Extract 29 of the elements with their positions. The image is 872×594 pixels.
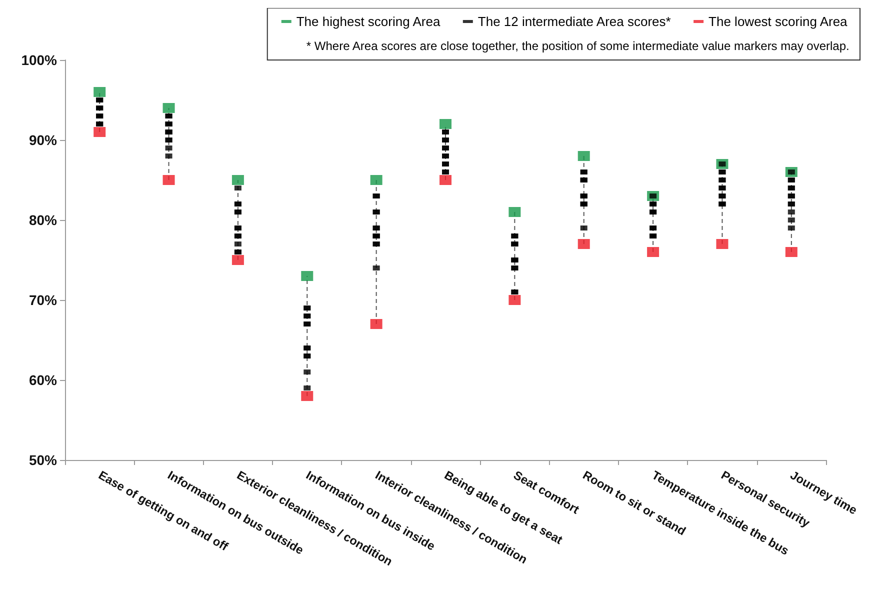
point	[440, 119, 452, 129]
y-tick-label: 100%	[21, 52, 58, 68]
point	[578, 151, 590, 161]
legend-label: The highest scoring Area	[296, 14, 441, 29]
point	[370, 319, 382, 329]
y-tick-label: 50%	[28, 452, 58, 468]
y-tick-label: 90%	[28, 132, 58, 148]
point	[94, 87, 106, 97]
legend-label: The 12 intermediate Area scores*	[478, 14, 671, 29]
y-tick-label: 70%	[28, 292, 58, 308]
point	[301, 391, 314, 401]
point	[162, 175, 175, 185]
point	[578, 239, 590, 249]
point	[232, 175, 244, 185]
point	[162, 103, 175, 113]
point	[716, 239, 728, 249]
point	[647, 247, 660, 257]
text: * Where Area scores are close together, the position of some intermediate value markers may overlap.	[306, 39, 850, 53]
legend-label: The lowest scoring Area	[708, 14, 848, 29]
point	[508, 207, 521, 217]
point	[508, 295, 521, 305]
y-tick-label: 80%	[28, 212, 58, 228]
point	[370, 175, 382, 185]
y-tick-label: 60%	[28, 372, 58, 388]
point	[94, 127, 106, 137]
point	[785, 247, 798, 257]
point	[301, 271, 314, 281]
point	[440, 175, 452, 185]
point	[232, 255, 244, 265]
